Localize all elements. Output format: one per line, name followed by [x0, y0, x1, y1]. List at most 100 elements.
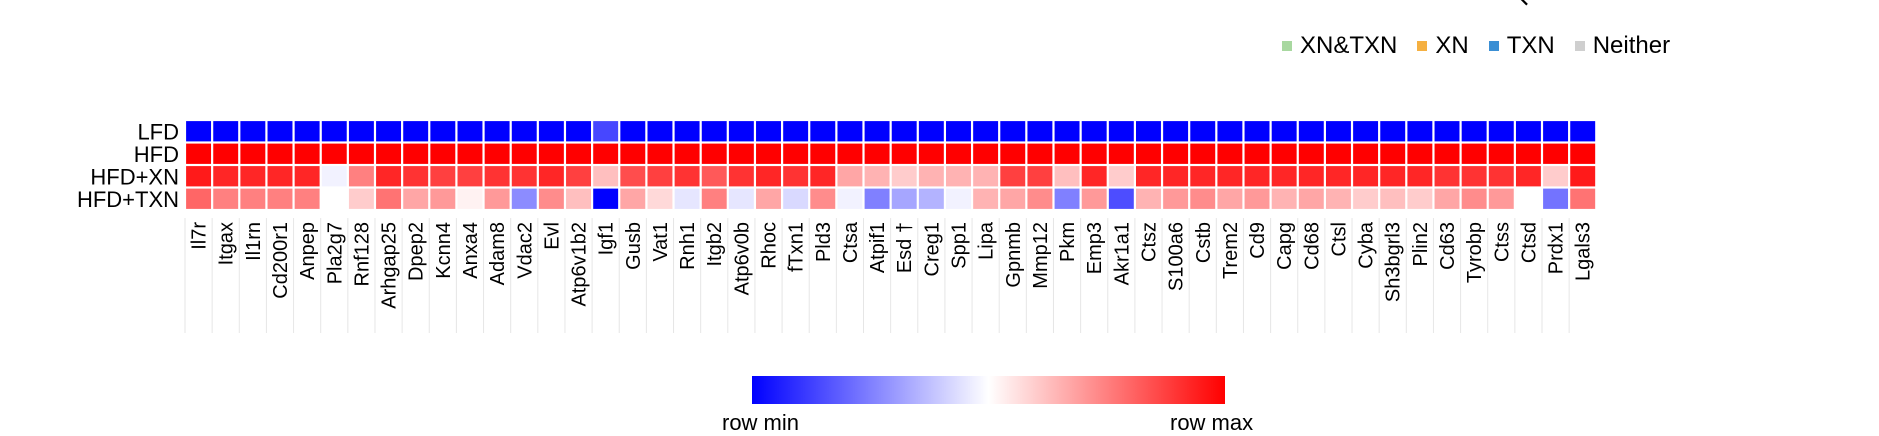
column-label: Cd9 — [1247, 222, 1269, 259]
heatmap-cell — [1353, 188, 1379, 209]
column-label: Trem2 — [1220, 222, 1242, 279]
heatmap-cell — [1000, 166, 1026, 187]
heatmap-cell — [1000, 188, 1026, 209]
heatmap-cell — [484, 166, 510, 187]
heatmap-cell — [810, 188, 836, 209]
heatmap-cell — [891, 121, 917, 142]
heatmap-cell — [1271, 143, 1297, 164]
heatmap-cell — [1136, 166, 1161, 187]
column-label: Cd68 — [1301, 222, 1323, 270]
heatmap-cell — [267, 166, 293, 187]
heatmap-cell — [213, 188, 239, 209]
heatmap-cell — [647, 143, 673, 164]
heatmap-cell — [946, 143, 971, 164]
column-label: Pla2g7 — [324, 222, 346, 284]
legend-item-2: TXN — [1488, 32, 1555, 60]
heatmap-cell — [1570, 143, 1596, 164]
heatmap-cell — [1407, 143, 1433, 164]
heatmap-cell — [701, 143, 727, 164]
heatmap-cell — [1163, 143, 1189, 164]
heatmap-cell — [1407, 188, 1433, 209]
column-label: Ctsz — [1138, 222, 1160, 262]
heatmap-cell — [1244, 121, 1270, 142]
column-label: Cd63 — [1437, 222, 1459, 270]
heatmap-cell — [891, 166, 917, 187]
heatmap-cell — [1027, 143, 1053, 164]
column-label: Capg — [1274, 222, 1296, 270]
heatmap-cell — [1190, 166, 1216, 187]
heatmap-cell — [973, 143, 999, 164]
heatmap-cell — [864, 143, 890, 164]
column-label: Itgb2 — [704, 222, 726, 266]
heatmap-cell — [1027, 166, 1053, 187]
heatmap-cell — [538, 143, 564, 164]
heatmap-cell — [1515, 188, 1541, 209]
heatmap-cell — [918, 166, 944, 187]
heatmap-cell — [1434, 166, 1460, 187]
heatmap-cell — [267, 143, 293, 164]
column-label: Pkm — [1057, 222, 1079, 262]
column-label: Lgals3 — [1573, 222, 1595, 281]
heatmap-cell — [1163, 188, 1189, 209]
column-label: Plin2 — [1410, 222, 1432, 266]
heatmap-cell — [647, 166, 673, 187]
column-label: Ctsd — [1518, 222, 1540, 263]
heatmap-cell — [294, 188, 320, 209]
heatmap-cell — [348, 143, 374, 164]
heatmap-cell — [593, 166, 619, 187]
heatmap-cell — [864, 188, 890, 209]
heatmap-cell — [1570, 121, 1596, 142]
heatmap-cell — [1488, 166, 1514, 187]
heatmap-cell — [1108, 143, 1134, 164]
heatmap-cell — [1271, 166, 1297, 187]
heatmap-cell — [918, 188, 944, 209]
heatmap-cell — [1380, 143, 1406, 164]
heatmap-cell — [294, 143, 320, 164]
heatmap-cell — [973, 188, 999, 209]
heatmap-cell — [294, 121, 320, 142]
heatmap-cell — [1515, 143, 1541, 164]
heatmap-cell — [1543, 121, 1569, 142]
heatmap-cell — [348, 188, 374, 209]
column-label: Atp6v0b — [731, 222, 753, 295]
column-label: Cd200r1 — [270, 222, 292, 299]
heatmap-cell — [240, 166, 266, 187]
heatmap-cell — [783, 166, 809, 187]
legend-swatch — [1574, 41, 1585, 51]
heatmap-cell — [783, 188, 809, 209]
heatmap-cell — [1461, 166, 1487, 187]
legend-swatch — [1282, 41, 1292, 51]
heatmap-cell — [837, 143, 863, 164]
heatmap-cell — [1217, 188, 1243, 209]
heatmap-cell — [1244, 188, 1270, 209]
heatmap-cell — [267, 188, 293, 209]
heatmap-cell — [837, 166, 863, 187]
heatmap-cell — [728, 121, 754, 142]
column-label: Atp6v1b2 — [569, 222, 591, 307]
heatmap-cell — [756, 143, 781, 164]
heatmap-cell — [1136, 143, 1161, 164]
heatmap-cell — [1163, 166, 1189, 187]
legend-item-3: Neither — [1574, 32, 1670, 60]
heatmap-cell — [1407, 166, 1433, 187]
heatmap-cell — [728, 143, 754, 164]
column-label: Evl — [541, 222, 563, 250]
heatmap-cell — [1461, 143, 1487, 164]
heatmap-cell — [1244, 166, 1270, 187]
heatmap-cell — [186, 143, 212, 164]
column-label: Creg1 — [921, 222, 943, 276]
heatmap-cell — [918, 121, 944, 142]
heatmap-cell — [1217, 121, 1243, 142]
heatmap-cell — [1081, 121, 1107, 142]
heatmap-cell — [1488, 188, 1514, 209]
heatmap-cell — [728, 166, 754, 187]
column-label: S100a6 — [1166, 222, 1188, 291]
heatmap-cell — [321, 166, 347, 187]
column-label: Atpif1 — [867, 222, 889, 273]
colorbar-min-label: row min — [722, 410, 800, 435]
heatmap-cell — [538, 166, 564, 187]
heatmap-cell — [538, 121, 564, 142]
heatmap-cell — [1298, 166, 1324, 187]
heatmap-cell — [1543, 143, 1569, 164]
column-label: Emp3 — [1084, 222, 1106, 274]
